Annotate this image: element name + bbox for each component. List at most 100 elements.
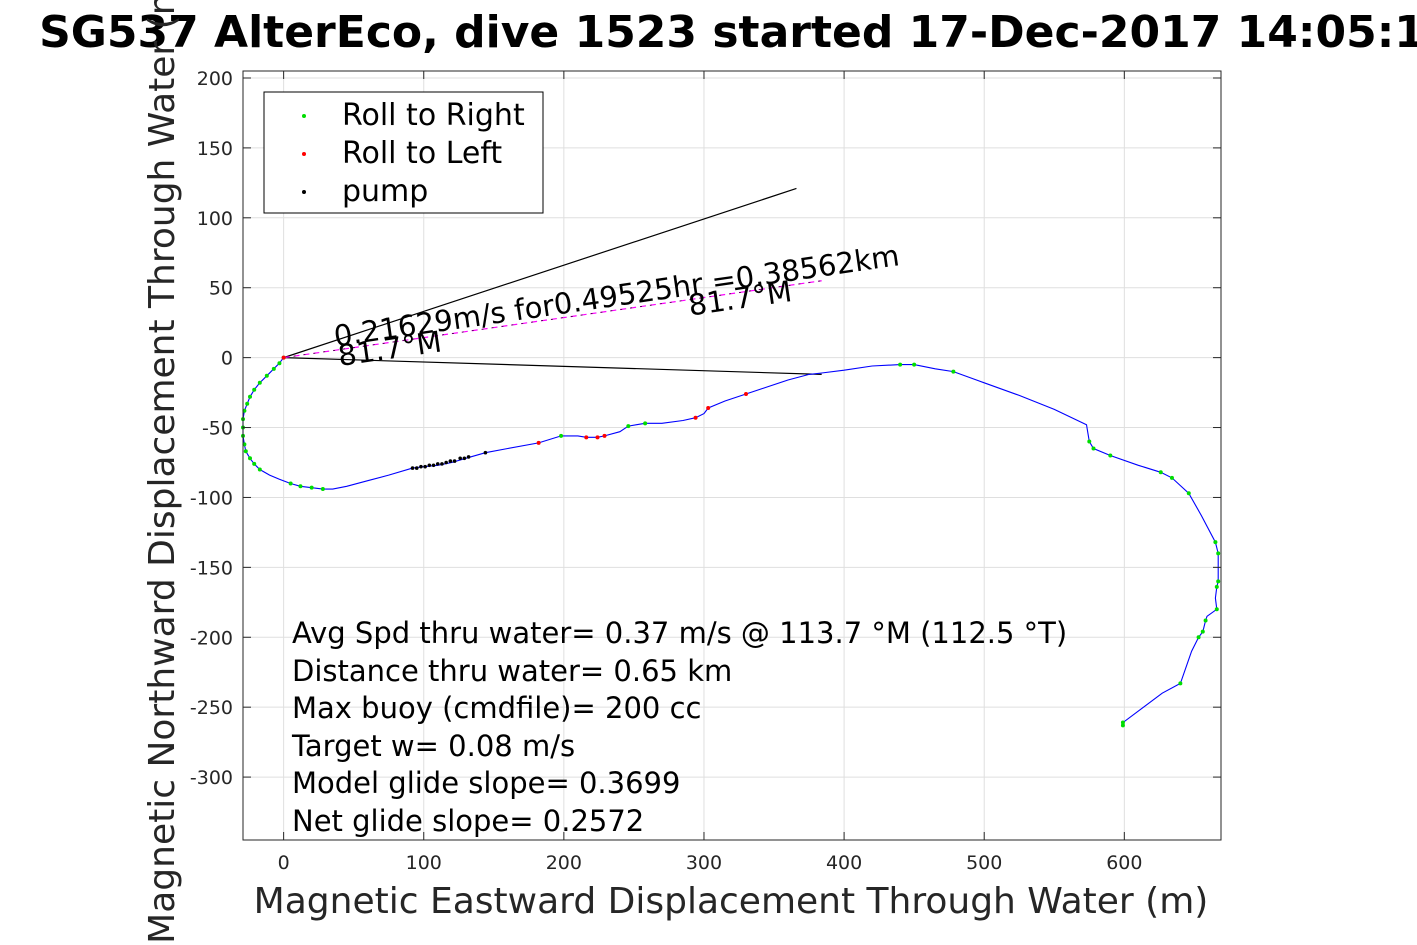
- current-line-overlay: [283, 280, 822, 358]
- pump-point: [440, 462, 444, 466]
- reference-line: [283, 187, 797, 359]
- x-tick-label: 500: [966, 852, 1002, 874]
- roll-right-point: [1213, 540, 1218, 545]
- roll-right-point: [1214, 607, 1219, 612]
- roll-right-point: [1216, 551, 1221, 556]
- roll-right-point: [1120, 720, 1125, 725]
- roll-right-point: [951, 369, 956, 374]
- roll-right-point: [1169, 475, 1174, 480]
- roll-right-point: [1214, 584, 1219, 589]
- roll-left-point: [595, 435, 600, 440]
- roll-left-point: [744, 391, 749, 396]
- roll-right-point: [559, 433, 564, 438]
- roll-right-point: [298, 484, 303, 489]
- y-tick-label: -50: [202, 418, 233, 440]
- stat-model-glide: Model glide slope= 0.3699: [292, 766, 680, 800]
- pump-point: [423, 464, 427, 469]
- roll-right-point: [252, 461, 257, 466]
- pump-point: [431, 463, 436, 468]
- y-tick-label: 50: [209, 278, 233, 300]
- legend-label-pump: pump: [342, 174, 428, 209]
- roll-right-point: [248, 394, 253, 399]
- roll-right-point: [626, 424, 631, 429]
- roll-right-point: [309, 485, 314, 490]
- pump-point: [462, 456, 467, 461]
- x-tick-label: 300: [686, 852, 722, 874]
- roll-right-point: [252, 387, 257, 392]
- roll-right-point: [277, 361, 282, 366]
- pump-point: [410, 466, 415, 470]
- roll-right-point: [288, 481, 293, 486]
- pump-point: [444, 460, 448, 465]
- y-tick-label: -250: [190, 697, 233, 719]
- y-tick-label: 200: [197, 68, 233, 90]
- roll-right-point: [643, 421, 648, 426]
- x-tick-label: 600: [1106, 852, 1142, 874]
- pump-point: [483, 450, 488, 455]
- roll-right-point: [1091, 446, 1096, 451]
- roll-right-point: [243, 449, 248, 454]
- roll-right-point: [1196, 635, 1201, 640]
- pump-point: [466, 455, 471, 459]
- roll-right-point: [1216, 579, 1221, 584]
- stat-avg-speed: Avg Spd thru water= 0.37 m/s @ 113.7 °M …: [292, 616, 1067, 650]
- legend: Roll to Right Roll to Left pump: [263, 91, 544, 214]
- stat-target-w: Target w= 0.08 m/s: [291, 729, 575, 763]
- roll-left-point: [602, 433, 607, 438]
- y-tick-label: 100: [197, 208, 233, 230]
- roll-right-point: [248, 456, 253, 461]
- stat-distance: Distance thru water= 0.65 km: [292, 654, 732, 688]
- y-tick-label: -300: [190, 767, 233, 789]
- y-tick-label: 0: [221, 348, 233, 370]
- roll-right-point: [1158, 470, 1163, 475]
- roll-right-point: [912, 362, 917, 367]
- roll-left-point: [536, 440, 541, 445]
- y-axis-label: Magnetic Northward Displacement Through …: [142, 0, 183, 944]
- plot-frame: [242, 70, 1222, 841]
- legend-label-roll-right: Roll to Right: [342, 98, 525, 133]
- roll-right-point: [245, 401, 250, 406]
- reference-line: [283, 357, 822, 376]
- roll-right-point: [1186, 491, 1191, 496]
- roll-left-point: [706, 405, 711, 410]
- tick-labels: 0 100 200 300 400 500 600200150100500-50-100-1…: [190, 68, 1221, 874]
- roll-right-point: [257, 467, 262, 472]
- track-line: [242, 357, 1219, 726]
- x-axis-label: Magnetic Eastward Displacement Through W…: [254, 881, 1209, 922]
- roll-right-point: [257, 380, 262, 385]
- pump-point: [414, 466, 419, 470]
- chart-title: SG537 AlterEco, dive 1523 started 17-Dec…: [39, 7, 1417, 58]
- roll-right-point: [1108, 453, 1113, 458]
- pump-point: [448, 459, 453, 463]
- series-layer: [241, 187, 1221, 728]
- y-tick-label: 150: [197, 138, 233, 160]
- y-tick-label: -200: [190, 627, 233, 649]
- roll-left-point: [281, 355, 286, 360]
- roll-right-point: [1203, 618, 1208, 623]
- legend-marker-roll-left: [302, 152, 306, 156]
- legend-marker-pump: [302, 190, 306, 194]
- x-tick-label: 400: [826, 852, 862, 874]
- x-tick-label: 200: [546, 852, 582, 874]
- x-tick-label: 100: [406, 852, 442, 874]
- pump-point: [458, 456, 462, 461]
- y-tick-label: -100: [190, 487, 233, 509]
- pump-point: [419, 464, 423, 469]
- roll-left-point: [693, 415, 698, 420]
- legend-box: [263, 91, 544, 214]
- roll-right-point: [320, 487, 325, 492]
- legend-marker-roll-right: [302, 114, 306, 118]
- pump-point: [435, 462, 440, 466]
- pump-point: [427, 463, 432, 468]
- legend-label-roll-left: Roll to Left: [342, 136, 502, 171]
- roll-right-point: [1200, 629, 1205, 634]
- roll-right-point: [271, 366, 276, 371]
- stats-block: Avg Spd thru water= 0.37 m/s @ 113.7 °M …: [291, 616, 1067, 838]
- roll-right-point: [264, 373, 269, 378]
- roll-right-point: [898, 362, 903, 367]
- y-tick-label: -150: [190, 557, 233, 579]
- stat-net-glide: Net glide slope= 0.2572: [292, 804, 644, 838]
- roll-right-point: [1087, 439, 1092, 444]
- x-tick-label: 0: [278, 852, 290, 874]
